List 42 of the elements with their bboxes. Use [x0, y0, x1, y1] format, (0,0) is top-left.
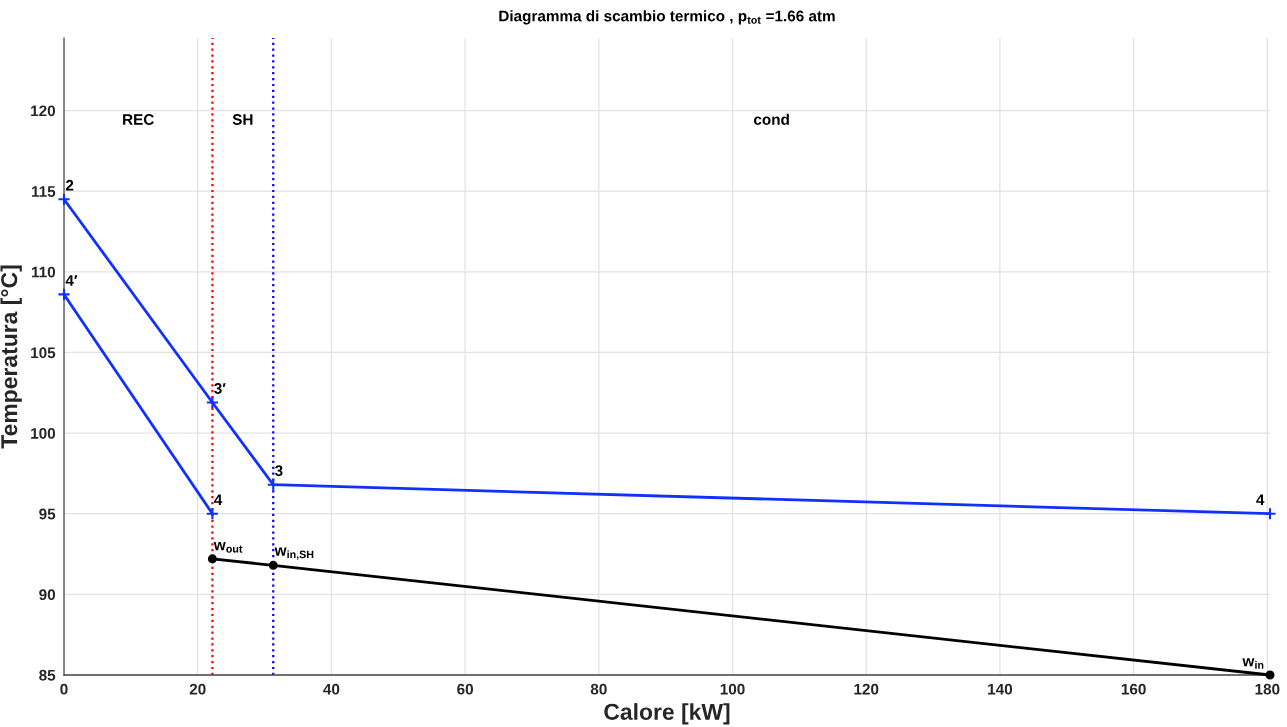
point [1263, 507, 1277, 521]
point [266, 478, 280, 492]
x-tick-label: 40 [323, 683, 340, 695]
y-tick-label: 90 [39, 589, 56, 601]
y-tick-label: 95 [39, 508, 56, 520]
annotation: w$_{out}$ [213, 542, 243, 553]
annotation: REC [123, 114, 154, 125]
x-axis-title: Calore [kW] [604, 703, 730, 725]
point [205, 395, 220, 410]
y-axis-title: Temperatura [°C] [0, 265, 22, 449]
x-tick-label: 180 [1255, 683, 1280, 695]
annotation: 3′ [214, 383, 226, 394]
x-tick-label: 20 [189, 683, 206, 695]
x-tick-label: 80 [590, 683, 607, 695]
y-tick-label: 105 [31, 347, 56, 359]
x-tick-label: 140 [988, 683, 1013, 695]
annotation: w$_{in,SH}$ [274, 547, 314, 560]
y-tick-label: 85 [39, 669, 56, 681]
x-tick-label: 100 [720, 683, 745, 695]
x-tick-label: 60 [457, 683, 473, 695]
annotation: 4 [214, 494, 223, 506]
annotation: w$_{in}$ [1242, 658, 1264, 669]
point [57, 287, 71, 302]
annotation: cond [753, 113, 789, 125]
y-tick-label: 100 [31, 427, 56, 439]
annotation: 3 [274, 465, 283, 477]
x-tick-label: 160 [1121, 683, 1146, 695]
annotation: 4′ [65, 275, 78, 286]
annotation: SH [232, 114, 253, 125]
point [268, 560, 278, 570]
point [57, 192, 71, 206]
point [205, 507, 220, 521]
y-tick-label: 110 [31, 266, 56, 278]
chart-title: Diagramma di scambio termico , p$_{tot}$ =1.66 atm [499, 10, 835, 25]
x-tick-label: 0 [60, 683, 68, 695]
annotation: 4 [1256, 494, 1265, 506]
y-tick-label: 120 [31, 105, 56, 117]
point [1265, 670, 1275, 680]
point [207, 554, 217, 564]
annotation: 2 [65, 179, 74, 191]
y-tick-label: 115 [31, 186, 56, 197]
x-tick-label: 120 [854, 683, 879, 695]
